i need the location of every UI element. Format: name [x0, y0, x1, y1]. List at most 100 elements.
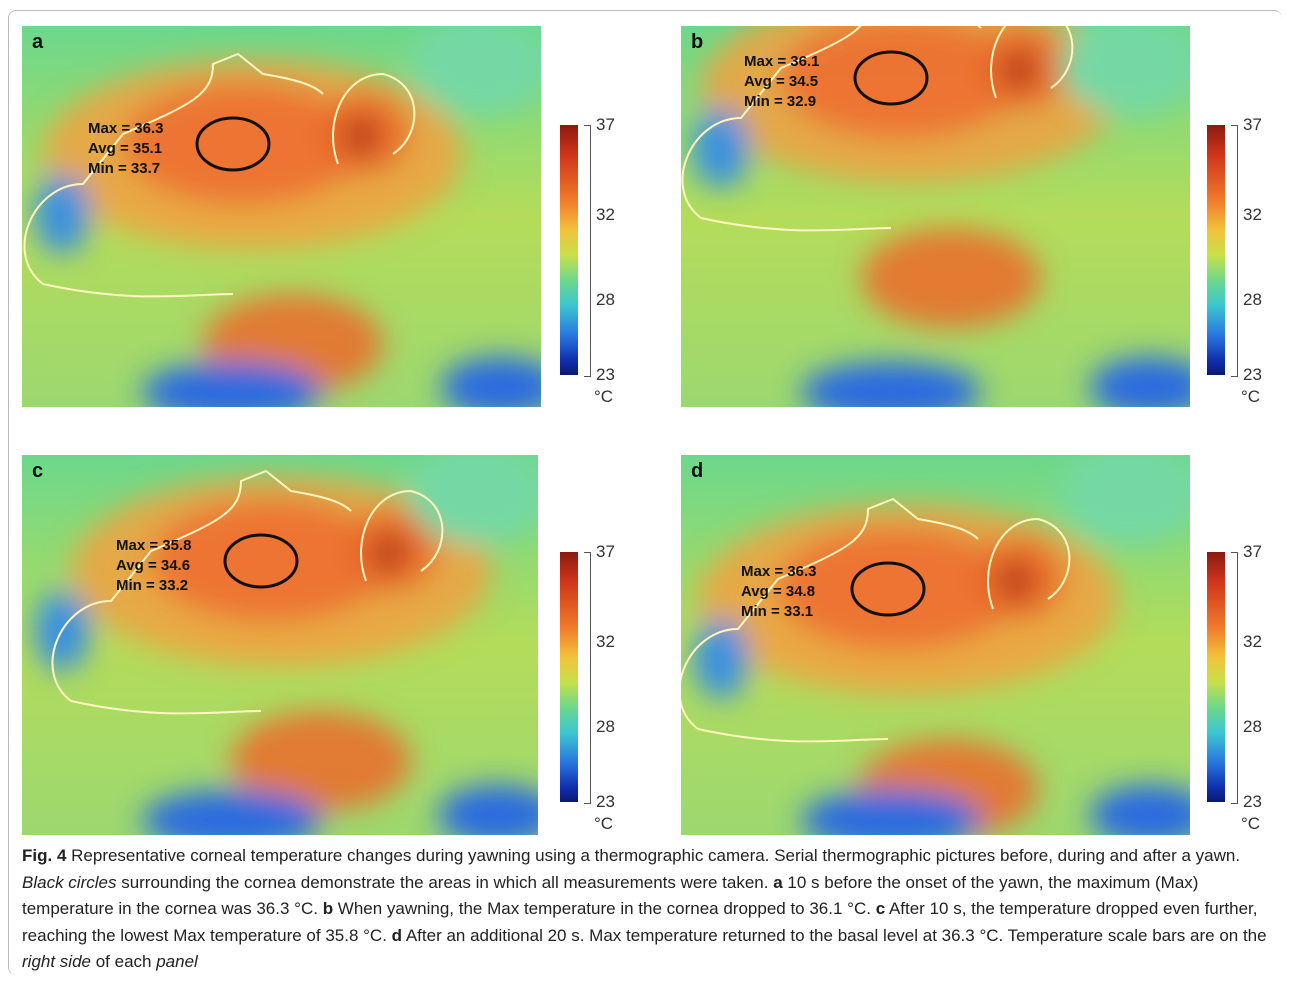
- caption-run: Fig. 4: [22, 846, 67, 865]
- caption: Fig. 4 Representative corneal temperatur…: [22, 843, 1272, 976]
- scale-tick: 28: [1243, 290, 1262, 309]
- heat-blob: [411, 26, 541, 116]
- color-bar: [560, 125, 578, 375]
- stat: Min = 32.9: [744, 93, 816, 110]
- panel-label: a: [32, 31, 44, 53]
- heat-blob: [438, 785, 538, 835]
- panel-label: c: [32, 460, 43, 482]
- outline: [70, 700, 262, 715]
- outline: [23, 52, 324, 285]
- heat-blob: [441, 357, 541, 407]
- measurement-circle: [195, 116, 271, 172]
- heat-blob: [801, 790, 981, 835]
- panel-label: d: [691, 460, 703, 482]
- heat-blob: [408, 455, 538, 545]
- ear-outline: [990, 26, 1074, 99]
- caption-run: When yawning, the Max temperature in the…: [333, 899, 876, 918]
- heat: [34, 455, 538, 835]
- outline: [51, 469, 352, 702]
- thermal-image: a Max = 36.3 Avg = 35.1 Min = 33.7: [22, 26, 541, 407]
- caption-run: a: [773, 872, 783, 892]
- stat: Min = 33.1: [741, 603, 813, 620]
- scale-unit: °C: [1241, 387, 1261, 406]
- heat-blob: [778, 529, 1018, 649]
- caption-run: 10 s before the onset of the yawn, the m…: [22, 872, 1199, 919]
- scale-bracket: [1231, 125, 1238, 377]
- caption-run: b: [322, 899, 334, 918]
- frame: [8, 10, 1282, 975]
- outline: [42, 283, 234, 298]
- caption-run: Black circles: [22, 872, 117, 892]
- ear-outline: [360, 489, 444, 582]
- caption-run: surrounding the cornea demonstrate the a…: [116, 872, 774, 892]
- scale-tick: 37: [596, 542, 615, 561]
- heat-blob: [142, 790, 322, 835]
- heat-blob: [142, 362, 322, 407]
- heat-blob: [1004, 563, 1028, 599]
- stat: Avg = 34.5: [744, 73, 818, 90]
- measurement-circle: [223, 533, 299, 589]
- stat: Max = 36.1: [744, 53, 819, 70]
- ear-outline: [332, 72, 416, 165]
- scale-bracket: [1231, 552, 1238, 804]
- stat: Min = 33.7: [88, 160, 160, 177]
- scale-tick: 23: [1243, 365, 1262, 384]
- heat-blob: [861, 228, 1041, 328]
- heat-blob: [693, 108, 749, 188]
- stat: Max = 35.8: [116, 537, 191, 554]
- stat: Avg = 34.6: [116, 557, 190, 574]
- stat: Avg = 35.1: [88, 140, 162, 157]
- heat-blob: [349, 118, 373, 154]
- caption-run: right side: [22, 952, 91, 971]
- caption-run: d: [391, 925, 403, 945]
- heat-blob: [1090, 357, 1190, 407]
- heat-blob: [231, 711, 411, 811]
- scale-tick: 28: [596, 290, 615, 309]
- heat: [693, 455, 1190, 835]
- scale-unit: °C: [594, 814, 614, 833]
- scale-tick: 32: [596, 205, 615, 224]
- caption-run: panel: [156, 952, 198, 971]
- caption-run: After 10 s, the temperature dropped even…: [22, 899, 1258, 945]
- scale-tick: 28: [596, 717, 615, 736]
- scale-tick: 23: [596, 365, 615, 384]
- scale-unit: °C: [1241, 814, 1261, 833]
- heat: [693, 26, 1190, 407]
- heat-blob: [801, 362, 981, 407]
- heat-blob: [1060, 455, 1190, 545]
- panel-label: b: [691, 31, 703, 53]
- color-bar: [560, 552, 578, 802]
- heat-blob: [1060, 26, 1190, 116]
- ear-outline: [987, 517, 1071, 610]
- color-bar: [1207, 125, 1225, 375]
- scale-unit: °C: [594, 387, 614, 406]
- scale-tick: 32: [596, 632, 615, 651]
- stat: Max = 36.3: [741, 563, 816, 580]
- scale-tick: 28: [1243, 717, 1262, 736]
- thermal-image: d Max = 36.3 Avg = 34.8 Min = 33.1: [681, 455, 1190, 835]
- scale-tick: 37: [1243, 115, 1262, 134]
- scale-bracket: [584, 552, 591, 804]
- outline: [681, 497, 979, 730]
- scale-tick: 32: [1243, 632, 1262, 651]
- stat: Max = 36.3: [88, 120, 163, 137]
- caption-run: After an additional 20 s. Max temperatur…: [402, 925, 1267, 945]
- stat: Min = 33.2: [116, 577, 188, 594]
- outline: [697, 728, 889, 743]
- scale-bracket: [584, 125, 591, 377]
- thermal-image: c Max = 35.8 Avg = 34.6 Min = 33.2: [22, 455, 538, 835]
- scale-tick: 23: [1243, 792, 1262, 811]
- heat-blob: [34, 174, 90, 254]
- scale-tick: 23: [596, 792, 615, 811]
- heat-blob: [377, 535, 401, 571]
- outline: [700, 217, 892, 232]
- caption-run: Representative corneal temperature chang…: [66, 846, 1241, 865]
- thermal-image: b Max = 36.1 Avg = 34.5 Min = 32.9: [681, 26, 1190, 407]
- scale-tick: 32: [1243, 205, 1262, 224]
- heat-blob: [781, 26, 1021, 138]
- scale-tick: 37: [1243, 542, 1262, 561]
- color-bar: [1207, 552, 1225, 802]
- heat: [34, 26, 541, 407]
- measurement-circle: [853, 50, 929, 106]
